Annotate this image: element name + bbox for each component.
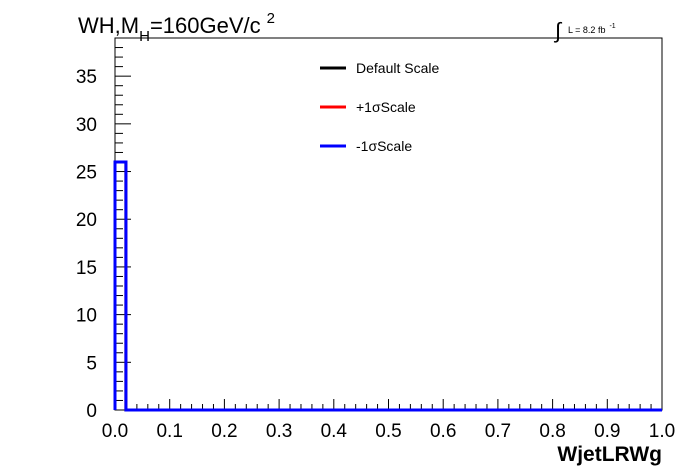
y-tick-label: 10 xyxy=(76,306,97,327)
series-line-1 xyxy=(113,160,662,412)
x-tick-label: 0.4 xyxy=(321,421,348,442)
series-line-2 xyxy=(113,160,662,412)
x-tick-label: 0.7 xyxy=(485,421,511,442)
series-layer xyxy=(113,160,662,412)
y-tick-label: 20 xyxy=(76,210,97,231)
x-tick-label: 0.3 xyxy=(266,421,292,442)
lumi-integral-symbol: ∫ xyxy=(553,18,563,43)
y-tick-label: 25 xyxy=(76,163,97,184)
legend-label-1: +1σScale xyxy=(356,99,416,115)
lumi-text: L = 8.2 fb xyxy=(568,25,605,35)
y-tick-label: 30 xyxy=(76,115,97,136)
legend-label-2: -1σScale xyxy=(356,138,412,154)
y-tick-label: 0 xyxy=(86,401,97,422)
series-line-0 xyxy=(113,160,662,412)
plot-frame xyxy=(114,37,663,411)
x-tick-label: 0.9 xyxy=(594,421,620,442)
chart-title: WH,MH=160GeV/c 2 xyxy=(78,10,275,45)
lumi-label: L = 8.2 fb -1 xyxy=(568,23,616,35)
title-main: WH,M xyxy=(78,13,139,38)
x-tick-label: 0.2 xyxy=(211,421,237,442)
x-axis-label: WjetLRWg xyxy=(557,443,662,466)
x-tick-label: 1.0 xyxy=(649,421,675,442)
y-tick-label: 5 xyxy=(86,353,97,374)
title-rest: =160GeV/c xyxy=(150,13,261,38)
lumi-superscript: -1 xyxy=(609,23,615,30)
x-tick-label: 0.8 xyxy=(539,421,565,442)
title-superscript: 2 xyxy=(267,10,275,27)
y-axis: 0 5 10 15 20 25 30 35 xyxy=(76,47,131,422)
x-tick-label: 0.5 xyxy=(375,421,401,442)
x-tick-label: 0.6 xyxy=(430,421,456,442)
x-tick-label: 0.1 xyxy=(156,421,182,442)
legend: Default Scale +1σScale -1σScale xyxy=(320,60,439,154)
title-subscript: H xyxy=(139,28,150,45)
y-tick-label: 35 xyxy=(76,67,97,88)
x-axis: 0.0 0.1 0.2 0.3 0.4 0.5 0.6 0.7 0.8 0.9 1.0 xyxy=(102,399,675,442)
legend-label-0: Default Scale xyxy=(356,60,439,76)
y-tick-label: 15 xyxy=(76,258,97,279)
x-tick-label: 0.0 xyxy=(102,421,128,442)
